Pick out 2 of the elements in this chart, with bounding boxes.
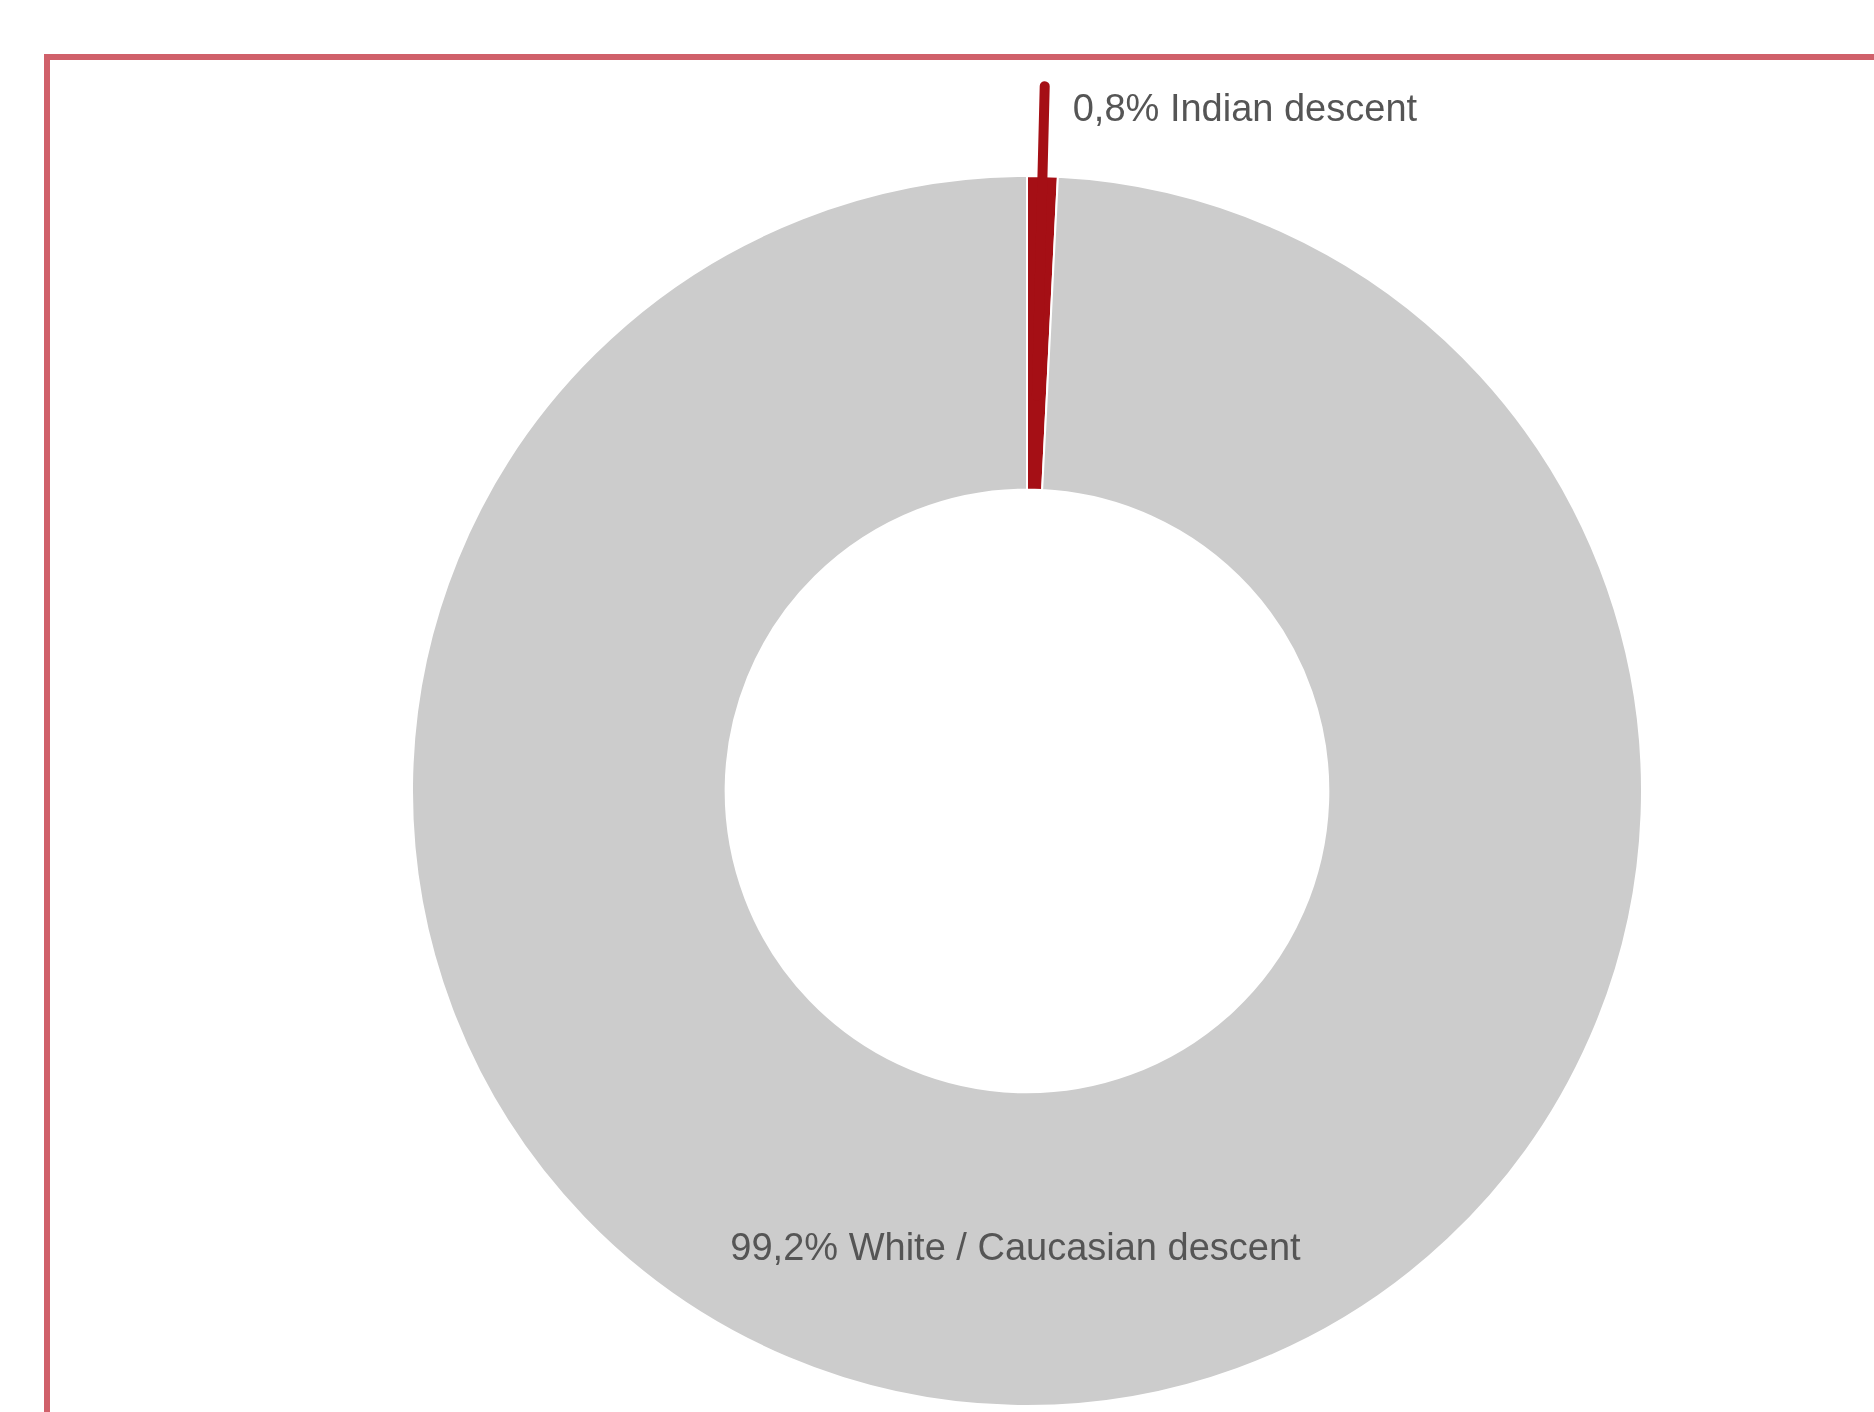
slice-label: 0,8% Indian descent: [1072, 86, 1418, 129]
slice-label: 99,2% White / Caucasian descent: [730, 1225, 1302, 1268]
